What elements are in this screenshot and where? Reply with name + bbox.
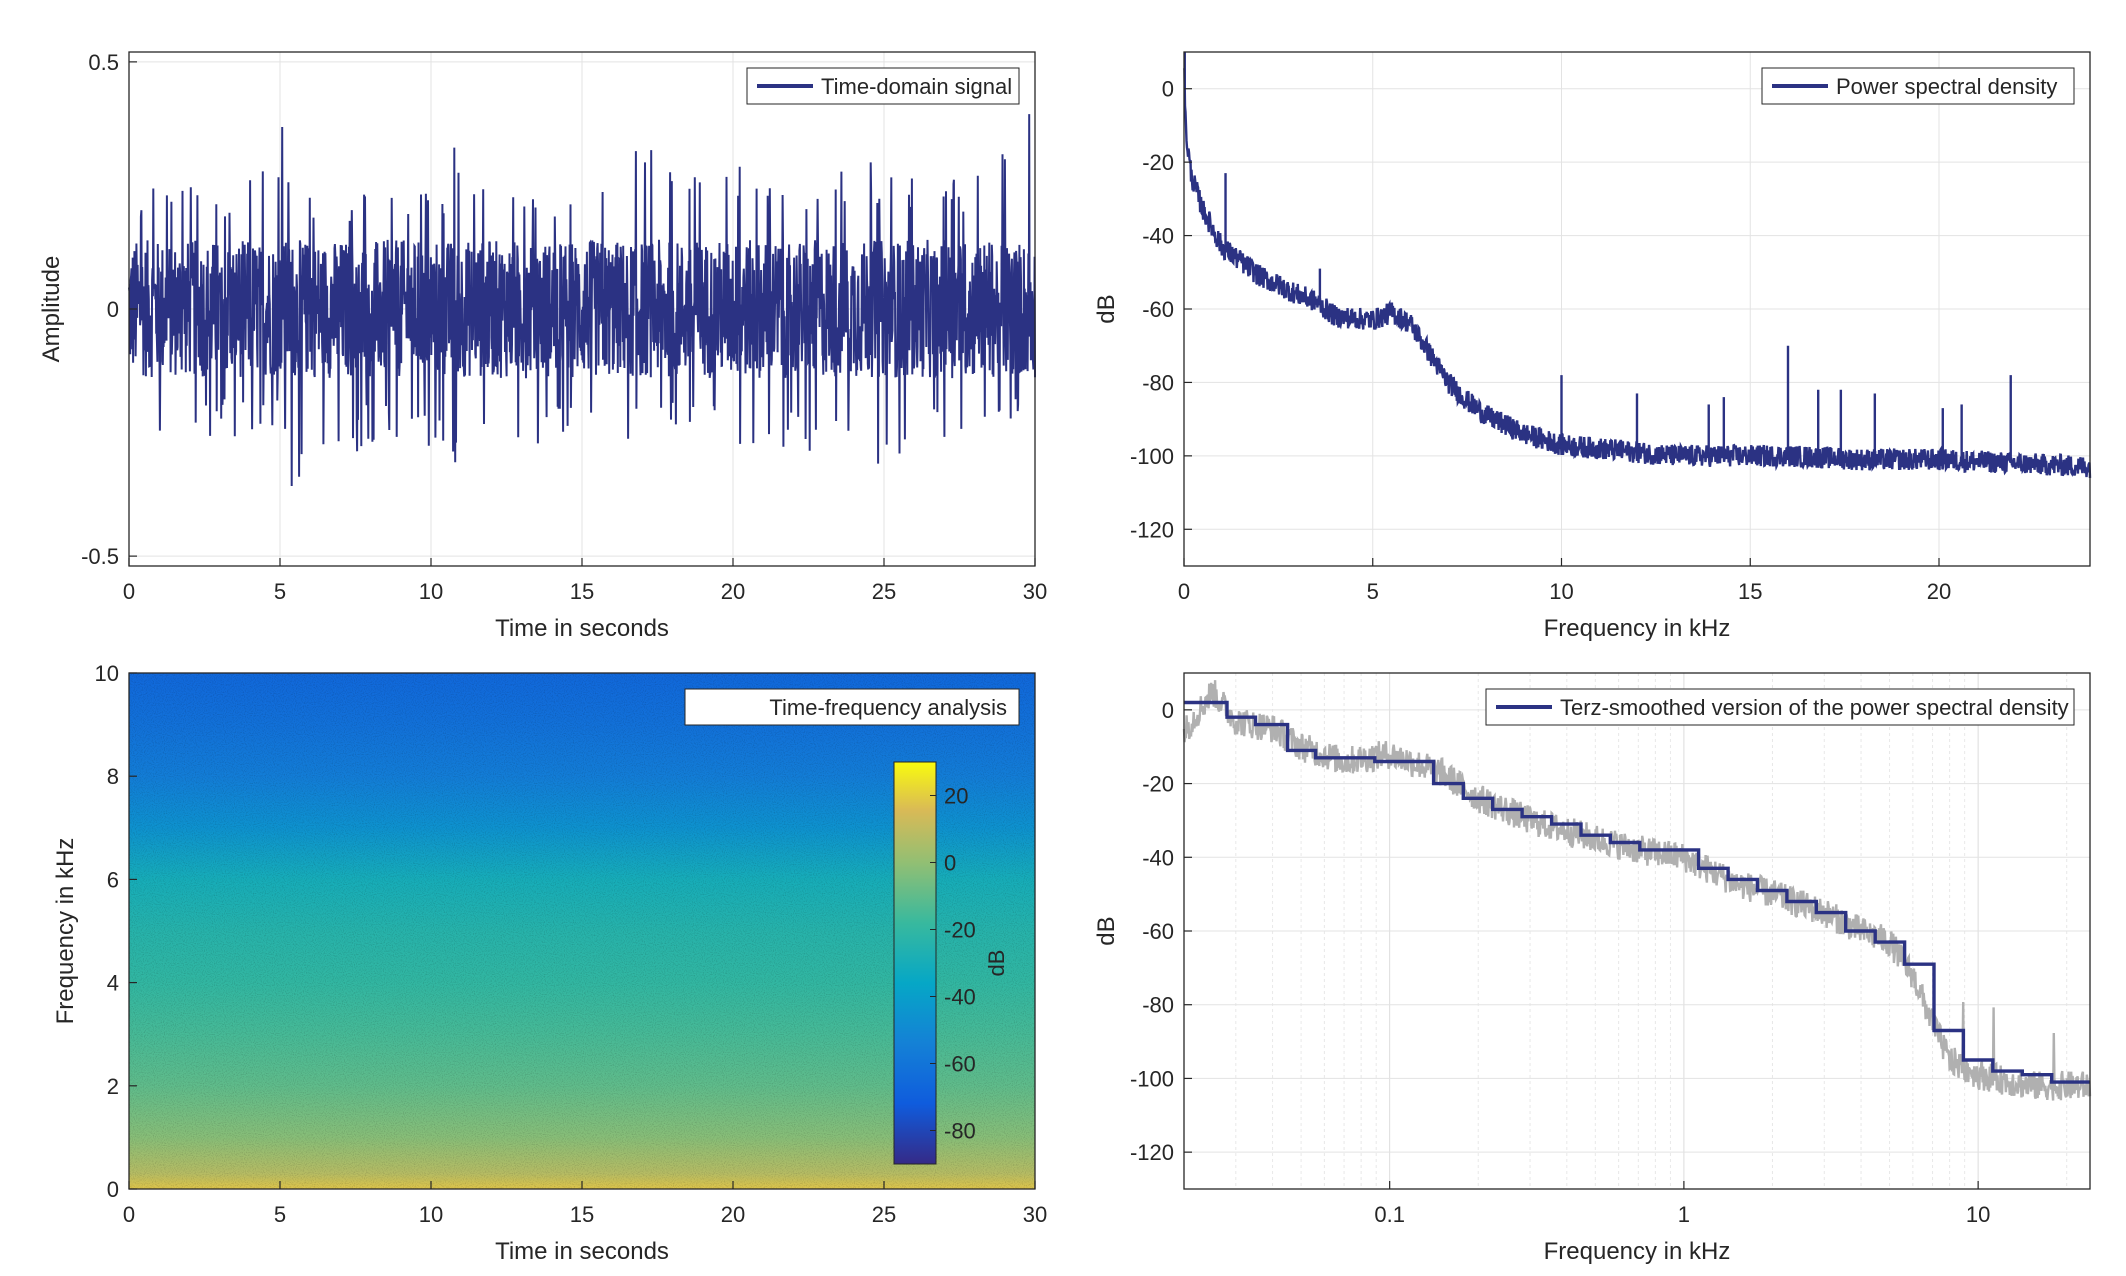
x-axis-label: Frequency in kHz: [1544, 615, 1731, 642]
y-tick-label: 8: [107, 764, 119, 789]
x-tick-label: 0: [123, 1202, 135, 1227]
x-tick-label: 20: [721, 579, 745, 604]
plot-area: [129, 673, 1035, 1189]
colorbar-tick-label: 20: [944, 784, 968, 809]
x-tick-label: 5: [274, 1202, 286, 1227]
panel-spectrogram: 0 5 10 15 20 25 30 0 2 4 6 8 10 Time in seconds Freq…: [52, 661, 1047, 1265]
y-tick-label: -40: [1142, 224, 1174, 249]
x-tick-label: 5: [274, 579, 286, 604]
colorbar-tick-label: -40: [944, 985, 976, 1010]
legend[interactable]: Terz-smoothed version of the power spect…: [1485, 688, 2075, 726]
x-tick-label: 25: [872, 1202, 896, 1227]
x-tick-label: 10: [419, 579, 443, 604]
colorbar-tick-label: -60: [944, 1052, 976, 1077]
legend-label: Time-domain signal: [821, 74, 1012, 99]
plot-area: [1182, 680, 2092, 1101]
y-tick-label: 0: [1162, 698, 1174, 723]
y-tick-label: 0.5: [88, 50, 119, 75]
panel-time-domain: 0 5 10 15 20 25 30-0.500.5 Time in seconds Amp…: [38, 50, 1047, 642]
y-tick-label: -100: [1130, 1066, 1174, 1091]
series-line-terz-smoothed: [1184, 700, 2090, 1084]
legend[interactable]: Time-frequency analysis: [684, 688, 1020, 726]
y-axis-label: dB: [1093, 916, 1120, 945]
x-axis-label: Frequency in kHz: [1544, 1238, 1731, 1265]
y-tick-label: 10: [95, 661, 119, 686]
y-tick-label: 0: [1162, 77, 1174, 102]
series-line-raw-psd: [1182, 680, 2092, 1101]
y-axis-label: Amplitude: [38, 256, 65, 363]
y-tick-label: -20: [1142, 772, 1174, 797]
x-tick-label: 1: [1678, 1202, 1690, 1227]
y-tick-label: -20: [1142, 150, 1174, 175]
y-tick-label: -120: [1130, 517, 1174, 542]
y-axis-label: dB: [1093, 294, 1120, 323]
y-tick-label: 2: [107, 1074, 119, 1099]
panel-terz-smoothed-psd: 0.1 1 10 0 -20 -40 -60 -80 -100 -120 Frequency in…: [1093, 672, 2092, 1265]
colorbar-label: dB: [984, 950, 1009, 977]
x-tick-label: 15: [1738, 579, 1762, 604]
y-tick-label: -40: [1142, 845, 1174, 870]
legend[interactable]: Time-domain signal: [746, 67, 1020, 105]
y-axis-label: Frequency in kHz: [52, 838, 79, 1025]
x-tick-label: 20: [721, 1202, 745, 1227]
y-tick-label: -80: [1142, 993, 1174, 1018]
x-tick-label: 10: [1966, 1202, 1990, 1227]
x-tick-label: 15: [570, 579, 594, 604]
x-tick-label: 0.1: [1374, 1202, 1405, 1227]
tick-labels: 0 5 10 15 20 25 30-0.500.5: [81, 50, 1047, 604]
tick-labels: 0.1 1 10 0 -20 -40 -60 -80 -100 -120: [1130, 698, 1990, 1227]
x-tick-label: 0: [123, 579, 135, 604]
x-tick-label: 10: [419, 1202, 443, 1227]
y-tick-label: -100: [1130, 444, 1174, 469]
x-tick-label: 0: [1178, 579, 1190, 604]
y-tick-label: -120: [1130, 1140, 1174, 1165]
legend-box: [684, 688, 1020, 726]
y-tick-label: 0: [107, 1177, 119, 1202]
legend-label: Time-frequency analysis: [769, 695, 1007, 720]
legend-box: [1485, 688, 2075, 726]
x-tick-label: 30: [1023, 1202, 1047, 1227]
y-tick-label: -80: [1142, 370, 1174, 395]
y-tick-label: 0: [107, 297, 119, 322]
plot-area: [128, 114, 1036, 487]
legend[interactable]: Power spectral density: [1761, 67, 2075, 105]
y-tick-label: 6: [107, 867, 119, 892]
series-line-power-spectral-density: [1182, 67, 2092, 478]
spectrogram-noise: [129, 673, 1035, 1189]
legend-label: Power spectral density: [1836, 74, 2057, 99]
y-tick-label: 4: [107, 971, 119, 996]
colorbar-tick-label: -20: [944, 918, 976, 943]
y-tick-label: -60: [1142, 919, 1174, 944]
x-tick-label: 20: [1927, 579, 1951, 604]
colorbar-gradient: [893, 761, 937, 1165]
colorbar-tick-label: 0: [944, 851, 956, 876]
x-tick-label: 15: [570, 1202, 594, 1227]
x-axis-label: Time in seconds: [495, 1238, 669, 1265]
colorbar-tick-label: -80: [944, 1119, 976, 1144]
x-tick-label: 30: [1023, 579, 1047, 604]
x-tick-label: 10: [1549, 579, 1573, 604]
series-line-time-domain-signal: [128, 114, 1036, 487]
x-axis-label: Time in seconds: [495, 615, 669, 642]
x-tick-label: 5: [1367, 579, 1379, 604]
y-tick-label: -0.5: [81, 544, 119, 569]
plot-area: [1182, 52, 2092, 478]
colorbar-ticks: 20 0 -20 -40 -60 -80: [930, 784, 976, 1144]
colorbar: 20 0 -20 -40 -60 -80 dB: [893, 761, 1009, 1165]
x-tick-label: 25: [872, 579, 896, 604]
panel-power-spectral-density: 0 5 10 15 20 0 -20 -40 -60 -80 -100 -120 Frequency …: [1093, 51, 2092, 642]
legend-label: Terz-smoothed version of the power spect…: [1560, 695, 2069, 720]
y-tick-label: -60: [1142, 297, 1174, 322]
grid-lines: [1183, 673, 2090, 1189]
tick-labels: 0 5 10 15 20 25 30 0 2 4 6 8 10: [95, 661, 1048, 1227]
tick-labels: 0 5 10 15 20 0 -20 -40 -60 -80 -100 -120: [1130, 77, 1951, 604]
